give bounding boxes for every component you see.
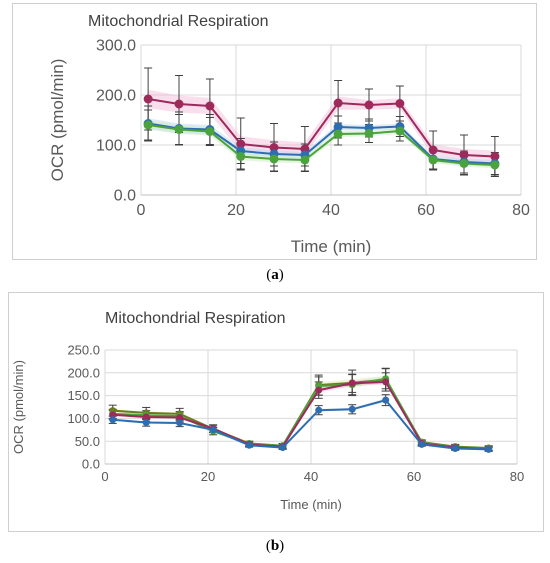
a-series-0-point <box>428 145 438 155</box>
a-series-0-point <box>269 143 279 152</box>
chart-b-frame: Mitochondrial Respiration 0.0 50.0 100.0 150… <box>8 292 544 532</box>
caption-b: (b) <box>0 538 550 555</box>
caption-a-close: ) <box>278 267 284 283</box>
a-series-2-band <box>148 120 495 169</box>
b-series-3-point <box>418 440 426 448</box>
a-y-tick-label: 300.0 <box>96 38 136 55</box>
a-x-tick-label: 20 <box>227 202 245 219</box>
a-y-tick-label: 100.0 <box>96 138 136 155</box>
a-series-2-line <box>147 124 495 166</box>
b-series-2-point <box>348 379 356 387</box>
b-y-tick-label: 50.0 <box>75 434 100 449</box>
b-series-2-point <box>176 413 184 421</box>
b-series-3-point <box>382 396 390 404</box>
a-series-2-point <box>459 159 469 168</box>
a-series-0-point <box>459 150 469 160</box>
b-series-0-line <box>112 378 489 450</box>
b-series-3-point <box>348 405 356 413</box>
b-x-tick-label: 20 <box>201 469 215 484</box>
b-series-3-point <box>245 441 253 449</box>
b-series-3-point <box>315 406 323 414</box>
chart-a-frame: Mitochondrial Respiration 0.0 100.0 200.0 30… <box>12 3 537 260</box>
a-series-2-point <box>428 155 438 165</box>
a-x-tick-label: 40 <box>322 202 340 219</box>
a-series-2-point <box>490 160 500 170</box>
a-y-axis-label: OCR (pmol/min) <box>48 59 67 182</box>
b-x-tick-label: 60 <box>407 469 421 484</box>
a-series-0-point <box>490 152 500 161</box>
b-chart-title: Mitochondrial Respiration <box>105 310 286 327</box>
b-x-tick-label: 80 <box>510 469 524 484</box>
caption-b-letter: b <box>270 538 280 554</box>
a-y-tick-label: 200.0 <box>96 88 136 105</box>
a-series-0-point <box>174 99 184 109</box>
a-x-tick-label: 60 <box>417 202 435 219</box>
a-series-0-point <box>395 99 405 108</box>
a-series-2-point <box>143 120 153 130</box>
panel-b: Mitochondrial Respiration 0.0 50.0 100.0 150… <box>0 290 550 563</box>
b-series-2-point <box>109 411 117 419</box>
a-x-tick-label: 80 <box>512 202 530 219</box>
b-y-tick-label: 0.0 <box>82 457 100 472</box>
b-y-tick-label: 250.0 <box>67 343 100 358</box>
b-y-tick-label: 100.0 <box>67 411 100 426</box>
a-series-2-point <box>333 129 343 139</box>
b-x-axis-label: Time (min) <box>280 497 342 512</box>
b-series-2-point <box>142 413 150 421</box>
b-series-3-point <box>451 444 459 452</box>
b-x-tick-label: 0 <box>101 469 108 484</box>
a-series-2-point <box>269 154 279 164</box>
b-x-tick-label: 40 <box>304 469 318 484</box>
a-series-2-point <box>205 127 215 136</box>
a-series-0-point <box>143 94 153 104</box>
a-series-2-point <box>395 126 405 136</box>
caption-a-open: ( <box>266 267 272 283</box>
b-series-3-band <box>112 398 489 450</box>
a-series-2-point <box>236 152 246 161</box>
a-series-0-point <box>205 101 215 111</box>
b-series-3-point <box>109 416 117 424</box>
chart-a: Mitochondrial Respiration 0.0 100.0 200.0 30… <box>48 13 530 256</box>
a-series-1-band <box>148 118 495 167</box>
caption-b-close: ) <box>279 538 285 554</box>
b-series-3-point <box>485 445 493 453</box>
a-series-0-point <box>333 98 343 108</box>
caption-a: (a) <box>0 267 550 284</box>
panel-a: Mitochondrial Respiration 0.0 100.0 200.0 30… <box>0 3 550 284</box>
a-series-2-point <box>364 129 374 138</box>
a-series-2-point <box>300 155 310 165</box>
a-series-0-line <box>147 98 495 158</box>
b-y-tick-label: 150.0 <box>67 388 100 403</box>
b-series-3-point <box>142 419 150 427</box>
a-series-1-line <box>147 122 495 165</box>
b-series-2-point <box>382 378 390 386</box>
b-y-axis-label: OCR (pmol/min) <box>11 360 26 454</box>
a-y-tick-label: 0.0 <box>114 188 136 205</box>
chart-b: Mitochondrial Respiration 0.0 50.0 100.0 150… <box>11 310 524 512</box>
a-chart-title: Mitochondrial Respiration <box>88 13 269 30</box>
b-y-tick-label: 200.0 <box>67 365 100 380</box>
a-series-1-point <box>333 122 343 132</box>
a-series-0-point <box>364 100 374 110</box>
a-series-2-point <box>174 125 184 134</box>
b-series-2-point <box>315 386 323 394</box>
b-series-3-point <box>209 426 217 434</box>
a-x-axis-label: Time (min) <box>291 237 372 256</box>
caption-a-letter: a <box>271 267 279 283</box>
b-series-3-point <box>279 444 287 452</box>
caption-b-open: ( <box>265 538 271 554</box>
b-series-3-point <box>176 419 184 427</box>
a-series-0-point <box>236 139 246 149</box>
b-series-0-band <box>112 376 489 449</box>
a-x-tick-label: 0 <box>137 202 146 219</box>
b-series-3-line <box>112 399 489 451</box>
